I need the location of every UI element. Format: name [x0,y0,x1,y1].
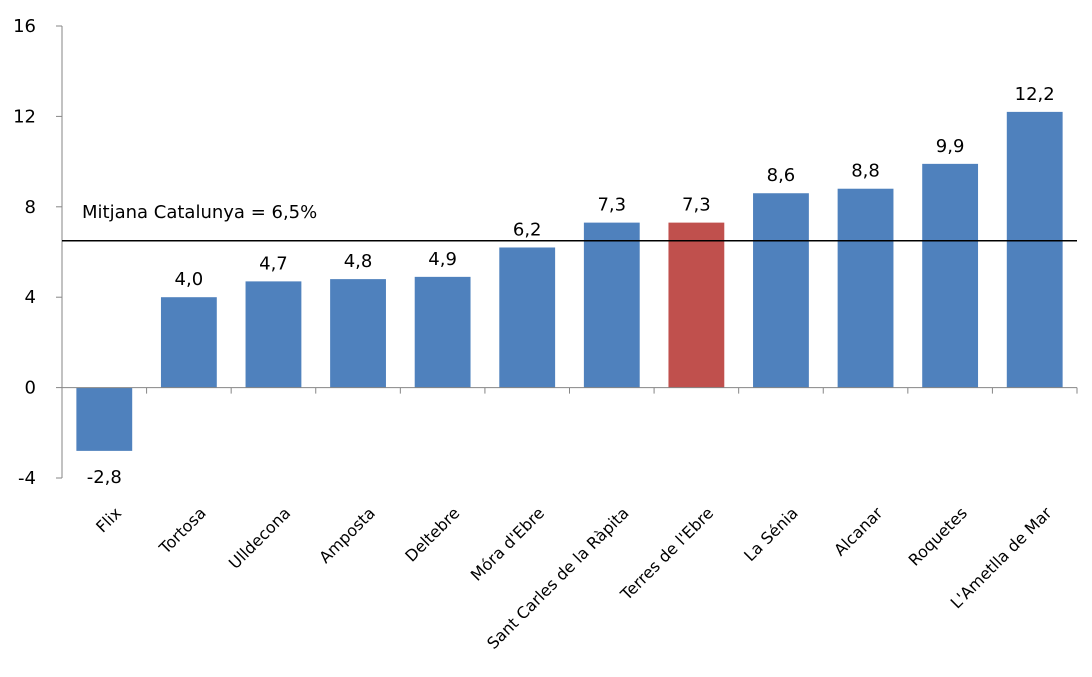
y-tick-label: 16 [13,16,36,37]
bar [245,281,302,388]
y-tick-label: -4 [18,468,36,489]
category-label: Tortosa [155,503,210,558]
bar [668,222,725,388]
data-label: 8,8 [851,161,880,182]
y-tick-label: 4 [25,287,36,308]
data-label: 12,2 [1015,84,1055,105]
category-label: Flix [92,503,125,536]
data-label: 4,0 [175,269,204,290]
data-label: 4,7 [259,253,288,274]
data-label: 9,9 [936,136,965,157]
category-labels: Flix Tortosa Ulldecona Amposta Deltebre Móra … [92,503,1056,653]
data-label: 8,6 [767,165,796,186]
bar [922,163,979,388]
category-label: Roquetes [905,503,971,569]
reference-line-group: Mitjana Catalunya = 6,5% [62,202,1077,242]
category-label: Sant Carles de la Ràpita [483,503,632,652]
category-label: Terres de l'Ebre [616,503,717,604]
bar [753,193,809,388]
category-label: Amposta [315,503,379,567]
y-tick-label: 12 [13,106,36,127]
data-label: 6,2 [513,219,542,240]
data-label: 7,3 [597,195,626,216]
category-label: Deltebre [401,503,463,565]
x-axis [61,387,1078,394]
bars [76,111,1063,451]
bar [76,387,133,451]
data-label: 4,9 [428,249,457,270]
category-label: Ulldecona [225,503,294,572]
data-label: 7,3 [682,195,711,216]
category-label: Móra d'Ebre [467,503,548,584]
data-labels: -2,8 4,0 4,7 4,8 4,9 6,2 7,3 7,3 8,6 8,8 9,9 12,2 [87,84,1055,488]
reference-line-label: Mitjana Catalunya = 6,5% [82,202,317,223]
y-axis: -4 0 4 8 12 16 [13,16,63,489]
y-tick-label: 8 [25,197,36,218]
bar [414,276,471,388]
bar [160,297,217,388]
bar [1006,111,1063,388]
data-label: -2,8 [87,467,122,488]
bar [583,222,640,388]
category-label: La Sénia [740,503,802,565]
y-tick-label: 0 [25,378,36,399]
bar [837,188,894,388]
category-label: Alcanar [830,503,887,560]
bar [330,279,386,388]
data-label: 4,8 [344,251,373,272]
bar [499,247,556,388]
